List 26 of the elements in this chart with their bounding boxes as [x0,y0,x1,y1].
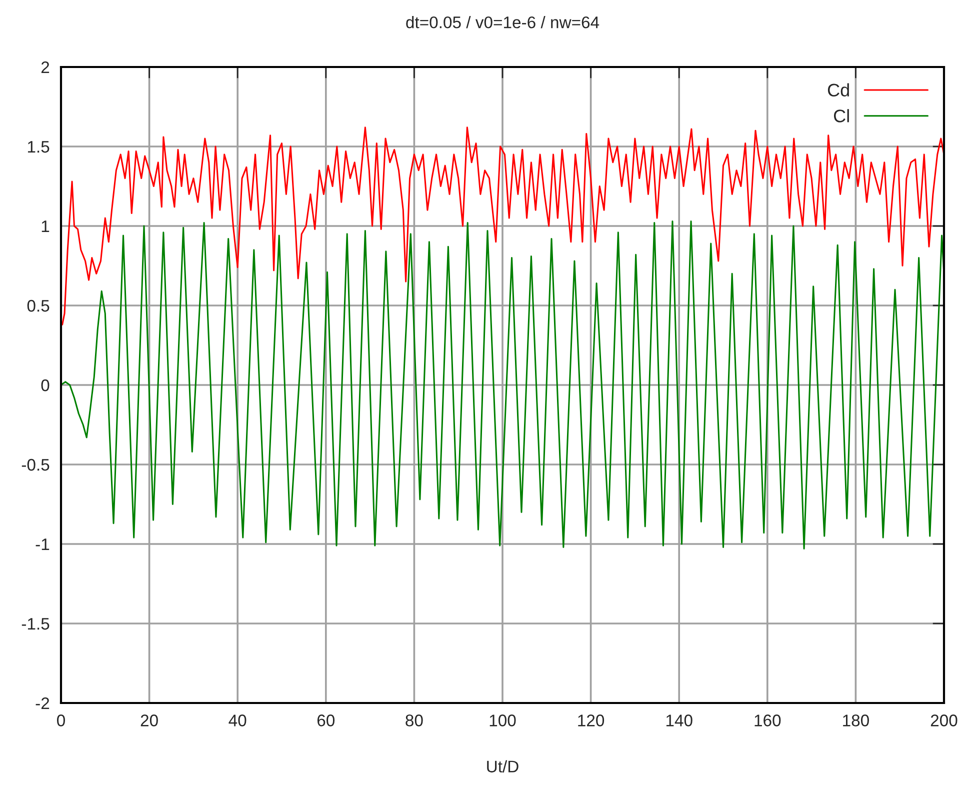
legend-label: Cd [828,83,849,97]
x-tick-label: 140 [666,714,692,726]
y-tick-label: -1.5 [22,618,50,630]
x-tick-label: 180 [843,714,869,726]
y-tick-label: 2 [41,61,50,74]
x-tick-label: 0 [57,714,65,726]
y-tick-label: 1.5 [28,141,50,153]
x-tick-label: 100 [490,714,516,726]
x-tick-label: 160 [754,714,781,726]
y-tick-label: 0 [41,379,50,392]
x-tick-label: 200 [930,714,958,726]
y-tick-label: 0.5 [27,300,50,312]
line-series [61,220,944,550]
legend-label: Cl [834,109,849,122]
x-tick-label: 60 [317,714,335,726]
chart-title: dt=0.05 / v0=1e-6 / nw=64 [406,16,600,28]
y-tick-label: -1 [36,538,50,550]
x-axis-title: Ut/D [487,760,518,772]
line-series [62,126,944,326]
y-tick-label: -0.5 [22,458,50,471]
x-tick-label: 20 [140,714,158,726]
x-tick-label: 80 [406,714,423,726]
y-tick-label: 1 [42,220,50,232]
x-tick-label: 40 [228,714,246,726]
y-tick-label: -2 [36,697,50,710]
x-tick-label: 120 [578,714,604,726]
